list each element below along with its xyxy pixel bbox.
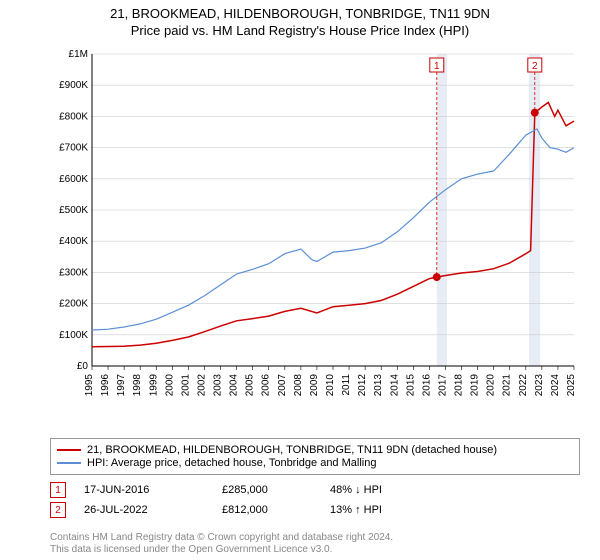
legend-label: 21, BROOKMEAD, HILDENBOROUGH, TONBRIDGE,… [87,444,497,456]
legend-label: HPI: Average price, detached house, Tonb… [87,457,376,469]
svg-text:2021: 2021 [502,374,513,397]
svg-text:2014: 2014 [389,374,400,397]
svg-text:2024: 2024 [550,374,561,397]
svg-text:£700K: £700K [59,143,88,154]
footer-line: Contains HM Land Registry data © Crown c… [50,532,393,544]
svg-text:2025: 2025 [566,374,577,397]
chart-plot: £0 £100K £200K £300K £400K £500K £600K £700K £80… [50,48,580,408]
txn-pct: 48% ↓ HPI [330,484,420,496]
svg-text:2019: 2019 [470,374,481,397]
svg-text:£900K: £900K [59,80,88,91]
svg-text:2005: 2005 [245,374,256,397]
svg-text:1995: 1995 [84,374,95,397]
table-row: 2 26-JUL-2022 £812,000 13% ↑ HPI [50,502,580,518]
chart-title: 21, BROOKMEAD, HILDENBOROUGH, TONBRIDGE,… [0,6,600,21]
txn-price: £285,000 [222,484,312,496]
txn-pct: 13% ↑ HPI [330,504,420,516]
svg-text:2013: 2013 [373,374,384,397]
svg-text:2016: 2016 [421,374,432,397]
svg-text:2018: 2018 [454,374,465,397]
table-row: 1 17-JUN-2016 £285,000 48% ↓ HPI [50,482,580,498]
svg-text:2011: 2011 [341,374,352,396]
svg-text:1: 1 [434,61,440,72]
svg-text:£800K: £800K [59,111,88,122]
svg-text:2007: 2007 [277,374,288,397]
chart-subtitle: Price paid vs. HM Land Registry's House … [0,23,600,38]
svg-text:£600K: £600K [59,174,88,185]
legend-swatch [57,462,81,464]
svg-text:£100K: £100K [59,330,88,341]
svg-text:£200K: £200K [59,299,88,310]
svg-text:1998: 1998 [132,374,143,397]
footer-line: This data is licensed under the Open Gov… [50,544,393,556]
txn-marker-icon: 2 [50,502,66,518]
svg-text:£0: £0 [77,361,89,372]
svg-text:2022: 2022 [518,374,529,397]
legend-item: HPI: Average price, detached house, Tonb… [57,457,573,469]
footer-attribution: Contains HM Land Registry data © Crown c… [50,532,393,556]
svg-text:1996: 1996 [100,374,111,397]
chart-titles: 21, BROOKMEAD, HILDENBOROUGH, TONBRIDGE,… [0,0,600,38]
legend-swatch [57,449,81,451]
svg-text:£1M: £1M [69,49,88,60]
svg-text:2010: 2010 [325,374,336,397]
svg-text:2012: 2012 [357,374,368,397]
svg-text:1997: 1997 [116,374,127,397]
legend: 21, BROOKMEAD, HILDENBOROUGH, TONBRIDGE,… [50,438,580,475]
svg-text:2023: 2023 [534,374,545,397]
svg-text:2: 2 [532,61,538,72]
svg-text:2015: 2015 [405,374,416,397]
svg-text:2008: 2008 [293,374,304,397]
svg-text:2003: 2003 [213,374,224,397]
svg-text:2001: 2001 [180,374,191,397]
txn-price: £812,000 [222,504,312,516]
txn-date: 17-JUN-2016 [84,484,204,496]
txn-marker-icon: 1 [50,482,66,498]
svg-text:£300K: £300K [59,267,88,278]
svg-text:2020: 2020 [486,374,497,397]
txn-date: 26-JUL-2022 [84,504,204,516]
svg-text:2004: 2004 [229,374,240,397]
svg-text:2000: 2000 [164,374,175,397]
svg-text:1999: 1999 [148,374,159,397]
svg-text:£500K: £500K [59,205,88,216]
transactions-table: 1 17-JUN-2016 £285,000 48% ↓ HPI 2 26-JU… [50,478,580,522]
svg-text:2006: 2006 [261,374,272,397]
legend-item: 21, BROOKMEAD, HILDENBOROUGH, TONBRIDGE,… [57,444,573,456]
svg-text:2002: 2002 [196,374,207,397]
svg-text:£400K: £400K [59,236,88,247]
svg-text:2009: 2009 [309,374,320,397]
svg-text:2017: 2017 [437,374,448,397]
